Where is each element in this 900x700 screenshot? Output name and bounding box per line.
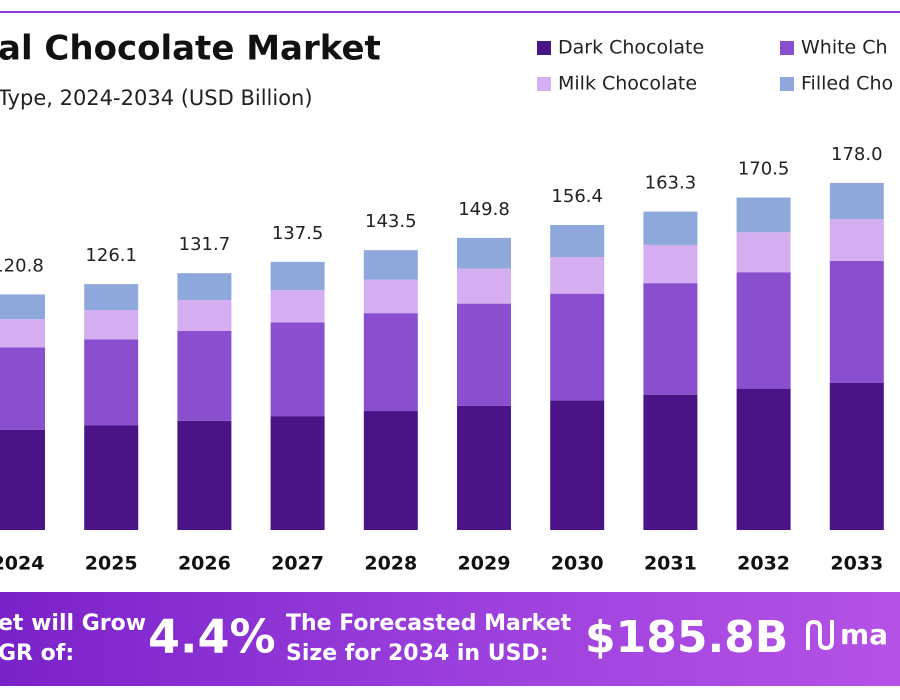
- legend: Dark Chocolate White Ch Milk Chocolate Fill…: [537, 37, 893, 95]
- bar-segment: [643, 283, 698, 395]
- x-tick-label: 2027: [271, 553, 324, 575]
- x-tick-label: 2029: [458, 553, 511, 575]
- logo: ma: [840, 618, 888, 651]
- bar-segment: [0, 319, 45, 348]
- bar-segment: [550, 400, 605, 530]
- bar-segment: [643, 244, 698, 284]
- chart-title: al Chocolate Market: [0, 29, 381, 69]
- bar-segment: [457, 303, 511, 406]
- bar-segment: [829, 260, 884, 383]
- legend-swatch: [780, 41, 794, 55]
- bar-segment: [0, 294, 45, 320]
- bar-segment: [270, 261, 325, 291]
- chart-subtitle: Type, 2024-2034 (USD Billion): [0, 86, 313, 110]
- bar-segment: [736, 272, 791, 389]
- banner-text: et will Grow: [0, 611, 146, 636]
- bar-segment: [736, 388, 791, 530]
- bar-segment: [84, 284, 139, 311]
- banner-text: Size for 2034 in USD:: [286, 641, 549, 666]
- legend-swatch: [780, 77, 794, 91]
- legend-label: Dark Chocolate: [558, 37, 704, 59]
- bar-segment: [643, 211, 698, 245]
- bar-segment: [457, 237, 511, 269]
- bar-segment: [550, 257, 605, 294]
- bar-segment: [363, 313, 418, 412]
- legend-swatch: [537, 77, 551, 91]
- bar-segment: [643, 394, 698, 530]
- total-label: 120.8: [0, 255, 44, 276]
- x-tick-label: 2032: [737, 553, 790, 575]
- total-label: 156.4: [551, 186, 603, 207]
- bar-segment: [177, 330, 232, 421]
- bar-segment: [736, 197, 791, 233]
- bar-segment: [84, 310, 139, 340]
- bar-segment: [550, 293, 605, 401]
- x-tick-label: 2026: [178, 553, 231, 575]
- bar-segment: [177, 300, 232, 331]
- bar-segment: [363, 279, 418, 314]
- legend-label: White Ch: [801, 37, 888, 59]
- total-label: 131.7: [179, 234, 231, 255]
- total-label: 143.5: [365, 211, 417, 232]
- bar-segment: [457, 405, 511, 530]
- bar-segment: [363, 411, 418, 530]
- x-tick-label: 2028: [364, 553, 417, 575]
- legend-label: Filled Cho: [801, 73, 893, 95]
- cagr-value: 4.4%: [148, 610, 276, 664]
- legend-label: Milk Chocolate: [558, 73, 697, 95]
- bar-segment: [270, 416, 325, 530]
- total-label: 137.5: [272, 223, 324, 244]
- bar-segment: [363, 250, 418, 280]
- total-label: 178.0: [831, 144, 883, 165]
- bar-segment: [550, 225, 605, 257]
- x-tick-label: 2024: [0, 553, 44, 575]
- total-label: 170.5: [738, 159, 790, 180]
- x-tick-label: 2031: [644, 553, 697, 575]
- bar-segment: [457, 268, 511, 304]
- banner: [0, 592, 900, 686]
- logo-icon: [806, 619, 834, 651]
- bar-segment: [829, 218, 884, 261]
- total-label: 149.8: [458, 199, 510, 220]
- bar-segment: [829, 182, 884, 219]
- plot: 120.8 2024 126.1 2025 131.7 2026 137.5 2027 143.…: [0, 144, 884, 575]
- x-tick-label: 2025: [85, 553, 138, 575]
- bar-segment: [0, 429, 45, 530]
- market-size: $185.8B: [585, 612, 788, 663]
- bar-segment: [736, 232, 791, 273]
- bar-segment: [84, 425, 139, 530]
- bar-segment: [177, 273, 232, 301]
- bar-segment: [177, 420, 232, 530]
- bar-segment: [270, 290, 325, 323]
- x-tick-label: 2033: [830, 553, 883, 575]
- x-tick-label: 2030: [551, 553, 604, 575]
- bar-segment: [0, 347, 45, 430]
- total-label: 126.1: [85, 245, 137, 266]
- bar-segment: [84, 339, 139, 426]
- banner-text: GR of:: [0, 641, 74, 666]
- legend-swatch: [537, 41, 551, 55]
- bar-segment: [829, 382, 884, 530]
- total-label: 163.3: [645, 173, 697, 194]
- banner-text: The Forecasted Market: [286, 611, 572, 636]
- bar-segment: [270, 322, 325, 417]
